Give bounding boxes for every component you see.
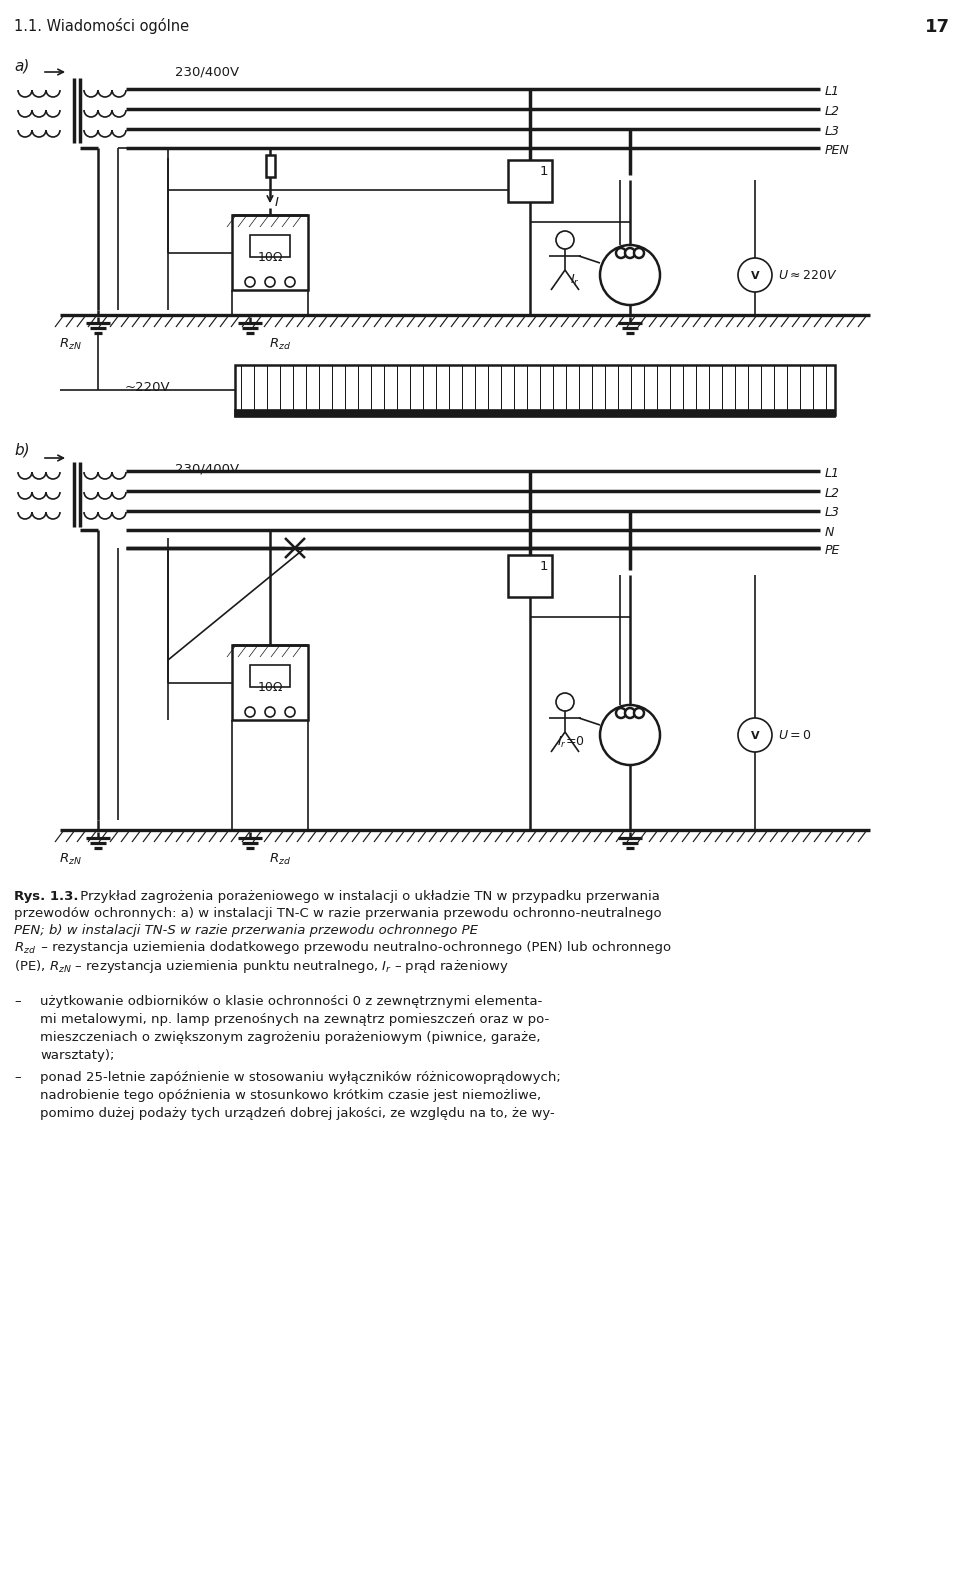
Circle shape — [625, 709, 635, 718]
Text: pomimo dużej podaży tych urządzeń dobrej jakości, ze względu na to, że wy-: pomimo dużej podaży tych urządzeń dobrej… — [40, 1108, 555, 1120]
Circle shape — [245, 707, 255, 716]
Text: $U\approx220V$: $U\approx220V$ — [778, 269, 838, 281]
Text: PEN; b) w instalacji TN-S w razie przerwania przewodu ochronnego PE: PEN; b) w instalacji TN-S w razie przerw… — [14, 924, 478, 936]
Text: $R_{zd}$: $R_{zd}$ — [14, 941, 36, 957]
Text: b): b) — [14, 441, 30, 457]
Text: mi metalowymi, np. lamp przenośnych na zewnątrz pomieszczeń oraz w po-: mi metalowymi, np. lamp przenośnych na z… — [40, 1013, 549, 1026]
Circle shape — [600, 705, 660, 765]
Bar — [508, 160, 552, 203]
Bar — [250, 665, 290, 687]
Text: $U=0$: $U=0$ — [778, 729, 811, 742]
Text: – rezystancja uziemienia dodatkowego przewodu neutralno-ochronnego (PEN) lub och: – rezystancja uziemienia dodatkowego prz… — [37, 941, 671, 954]
Text: $I_r$: $I_r$ — [570, 272, 580, 287]
Text: PE: PE — [825, 544, 840, 556]
Text: L3: L3 — [825, 124, 840, 138]
Text: –: – — [14, 994, 20, 1009]
Bar — [508, 555, 552, 597]
Text: V: V — [751, 731, 759, 742]
Circle shape — [556, 693, 574, 712]
Text: Rys. 1.3.: Rys. 1.3. — [14, 891, 79, 903]
Text: Przykład zagrożenia porażeniowego w instalacji o układzie TN w przypadku przerwa: Przykład zagrożenia porażeniowego w inst… — [76, 891, 660, 903]
Text: 1: 1 — [540, 165, 548, 178]
Text: 230/400V: 230/400V — [175, 64, 239, 79]
Bar — [232, 646, 308, 720]
Bar — [250, 236, 290, 258]
Circle shape — [285, 707, 295, 716]
Text: L1: L1 — [825, 85, 840, 97]
Circle shape — [738, 258, 772, 292]
Text: I: I — [275, 195, 278, 209]
Circle shape — [625, 248, 635, 258]
Circle shape — [265, 276, 275, 287]
Circle shape — [738, 718, 772, 753]
Text: 10Ω: 10Ω — [257, 680, 283, 693]
Text: $R_{zN}$: $R_{zN}$ — [59, 851, 82, 867]
Text: L2: L2 — [825, 487, 840, 500]
Text: $I_r\!=\!0$: $I_r\!=\!0$ — [557, 735, 585, 749]
Text: –: – — [14, 1071, 20, 1084]
Text: a): a) — [14, 58, 30, 72]
Text: $R_{zd}$: $R_{zd}$ — [269, 338, 291, 352]
Circle shape — [616, 709, 626, 718]
Text: 17: 17 — [925, 17, 950, 36]
Text: 230/400V: 230/400V — [175, 462, 239, 474]
Text: 1.1. Wiadomości ogólne: 1.1. Wiadomości ogólne — [14, 17, 189, 35]
Bar — [235, 364, 835, 415]
Text: $R_{zN}$: $R_{zN}$ — [59, 338, 82, 352]
Bar — [266, 156, 275, 178]
Text: przewodów ochronnych: a) w instalacji TN-C w razie przerwania przewodu ochronno-: przewodów ochronnych: a) w instalacji TN… — [14, 906, 661, 921]
Text: N: N — [825, 526, 834, 539]
Text: V: V — [751, 272, 759, 281]
Circle shape — [556, 231, 574, 248]
Text: L2: L2 — [825, 105, 840, 118]
Text: L3: L3 — [825, 506, 840, 520]
Text: L1: L1 — [825, 467, 840, 479]
Text: nadrobienie tego opóźnienia w stosunkowo krótkim czasie jest niemożliwe,: nadrobienie tego opóźnienia w stosunkowo… — [40, 1089, 541, 1101]
Text: 10Ω: 10Ω — [257, 250, 283, 264]
Circle shape — [285, 276, 295, 287]
Circle shape — [600, 245, 660, 305]
Text: ponad 25-letnie zapóźnienie w stosowaniu wyłączników różnicowoprądowych;: ponad 25-letnie zapóźnienie w stosowaniu… — [40, 1071, 561, 1084]
Circle shape — [634, 709, 644, 718]
Bar — [232, 215, 308, 291]
Text: (PE), $R_{zN}$ – rezystancja uziemienia punktu neutralnego, $I_r$ – prąd rażenio: (PE), $R_{zN}$ – rezystancja uziemienia … — [14, 958, 509, 976]
Circle shape — [616, 248, 626, 258]
Text: 1: 1 — [540, 559, 548, 573]
Text: mieszczeniach o zwiększonym zagrożeniu porażeniowym (piwnice, garaże,: mieszczeniach o zwiększonym zagrożeniu p… — [40, 1031, 540, 1045]
Text: ~220V: ~220V — [125, 380, 170, 393]
Text: PEN: PEN — [825, 143, 850, 157]
Bar — [235, 410, 835, 416]
Text: użytkowanie odbiorników o klasie ochronności 0 z zewnętrznymi elementa-: użytkowanie odbiorników o klasie ochronn… — [40, 994, 542, 1009]
Circle shape — [245, 276, 255, 287]
Text: $R_{zd}$: $R_{zd}$ — [269, 851, 291, 867]
Circle shape — [634, 248, 644, 258]
Circle shape — [265, 707, 275, 716]
Text: warsztaty);: warsztaty); — [40, 1049, 114, 1062]
